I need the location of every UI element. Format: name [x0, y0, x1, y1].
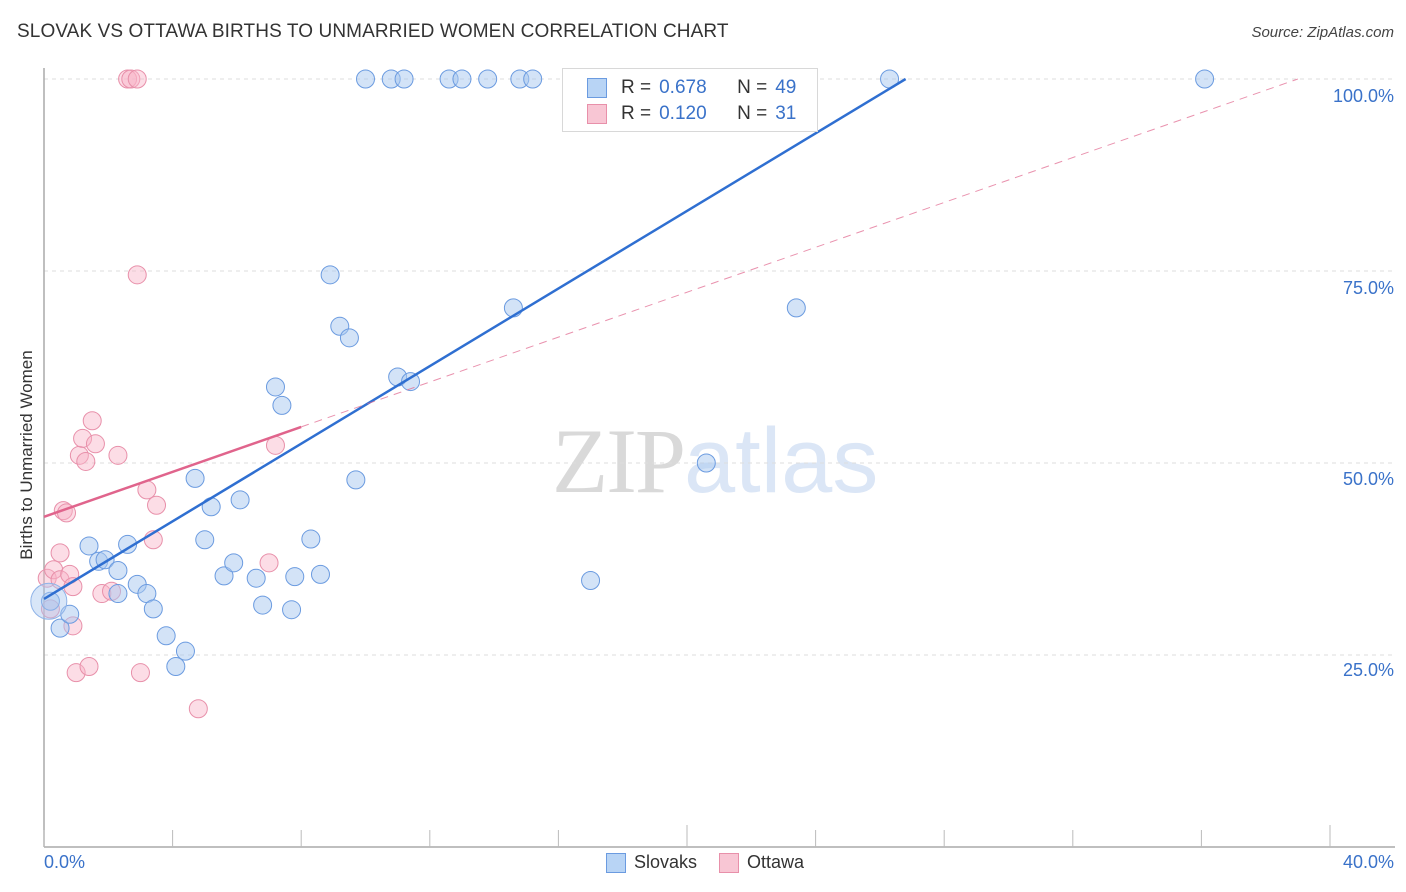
watermark-zip: ZIP: [552, 410, 686, 512]
y-tick-25: 25.0%: [1342, 660, 1394, 680]
n-value: 49: [775, 77, 797, 98]
r-label: R =: [621, 103, 652, 124]
n-label: N =: [737, 103, 768, 124]
slovaks-swatch-icon: [587, 78, 607, 98]
y-tick-75: 75.0%: [1342, 278, 1394, 298]
n-label: N =: [737, 77, 768, 98]
correlation-legend: R = 0.678 N = 49 R = 0.120 N = 31: [562, 68, 818, 132]
n-value: 31: [775, 103, 797, 124]
source-credit: Source: ZipAtlas.com: [1251, 24, 1394, 41]
legend-item-ottawa[interactable]: Ottawa: [719, 852, 804, 873]
ottawa-legend-icon: [719, 852, 740, 873]
watermark: ZIPatlas: [552, 408, 878, 514]
slovaks-legend-icon: [606, 852, 626, 873]
r-value: 0.120: [659, 103, 707, 124]
ottawa-swatch-icon: [587, 104, 607, 124]
x-tick-0: 0.0%: [44, 852, 86, 872]
legend-label-ottawa: Ottawa: [747, 852, 805, 872]
y-axis-label: Births to Unmarried Women: [17, 350, 36, 560]
watermark-atlas: atlas: [684, 410, 879, 512]
axes: [43, 68, 1395, 848]
gridlines: [44, 78, 1395, 656]
legend-row-slovaks: R = 0.678 N = 49: [587, 76, 796, 100]
y-tick-100: 100.0%: [1332, 86, 1394, 106]
y-tick-50: 50.0%: [1342, 469, 1394, 489]
r-value: 0.678: [659, 77, 707, 98]
r-label: R =: [621, 77, 652, 98]
legend-item-slovaks[interactable]: Slovaks: [606, 852, 697, 873]
trendlines: [43, 77, 1299, 601]
series-legend: Slovaks Ottawa: [606, 852, 826, 873]
x-tick-40: 40.0%: [1342, 852, 1394, 872]
chart-title: SLOVAK VS OTTAWA BIRTHS TO UNMARRIED WOM…: [17, 21, 729, 42]
legend-label-slovaks: Slovaks: [634, 852, 698, 872]
legend-row-ottawa: R = 0.120 N = 31: [587, 102, 796, 126]
slovaks-points: [30, 69, 1215, 677]
